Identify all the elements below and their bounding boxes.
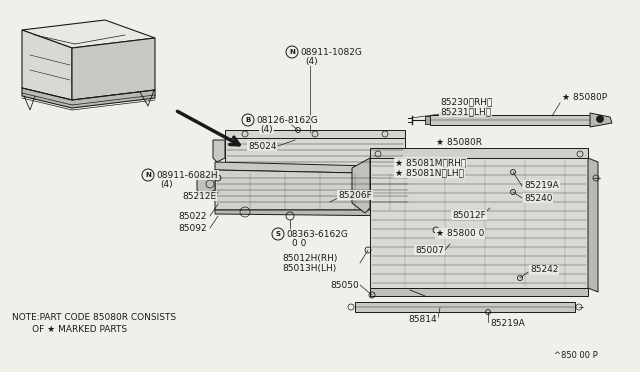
Circle shape	[596, 115, 604, 122]
Text: 85050: 85050	[330, 280, 359, 289]
Text: (4): (4)	[160, 180, 173, 189]
Text: N: N	[145, 172, 151, 178]
Text: ★ 85080R: ★ 85080R	[436, 138, 482, 147]
Polygon shape	[215, 162, 410, 174]
Polygon shape	[215, 170, 410, 210]
Polygon shape	[22, 20, 155, 48]
Polygon shape	[215, 210, 410, 216]
Polygon shape	[430, 115, 590, 125]
Text: 85206F: 85206F	[338, 190, 372, 199]
Text: 85212E: 85212E	[182, 192, 216, 201]
Text: 08363-6162G: 08363-6162G	[286, 230, 348, 238]
Text: 85231〈LH〉: 85231〈LH〉	[440, 108, 491, 116]
Text: 85013H(LH): 85013H(LH)	[282, 263, 336, 273]
Text: 08911-6082H: 08911-6082H	[156, 170, 218, 180]
Polygon shape	[72, 38, 155, 100]
Text: 85024: 85024	[248, 141, 276, 151]
Text: 85012F: 85012F	[452, 211, 486, 219]
Polygon shape	[370, 288, 588, 296]
Text: 85092: 85092	[178, 224, 207, 232]
Text: NOTE:PART CODE 85080R CONSISTS: NOTE:PART CODE 85080R CONSISTS	[12, 313, 176, 322]
Text: S: S	[275, 231, 280, 237]
Polygon shape	[225, 130, 405, 138]
Text: 08911-1082G: 08911-1082G	[300, 48, 362, 57]
Text: 08126-8162G: 08126-8162G	[256, 115, 317, 125]
Text: 85814: 85814	[408, 315, 436, 324]
Polygon shape	[370, 158, 588, 288]
Text: ★ 85080P: ★ 85080P	[562, 93, 607, 102]
Polygon shape	[352, 158, 370, 213]
Text: 85022: 85022	[178, 212, 207, 221]
Text: OF ★ MARKED PARTS: OF ★ MARKED PARTS	[12, 325, 127, 334]
Polygon shape	[425, 116, 430, 124]
Text: 85007: 85007	[415, 246, 444, 254]
Polygon shape	[370, 148, 588, 158]
Text: 85242: 85242	[530, 266, 558, 275]
Text: ★ 85800 0: ★ 85800 0	[436, 229, 484, 238]
Polygon shape	[355, 302, 575, 312]
Polygon shape	[22, 88, 155, 108]
Polygon shape	[22, 30, 72, 100]
Text: 85240: 85240	[524, 193, 552, 202]
Text: ★ 85081N〈LH〉: ★ 85081N〈LH〉	[395, 168, 464, 177]
Polygon shape	[588, 158, 598, 292]
Text: 0 0: 0 0	[292, 238, 307, 247]
Text: B: B	[245, 117, 251, 123]
Polygon shape	[590, 113, 612, 127]
Text: 85012H(RH): 85012H(RH)	[282, 253, 337, 263]
Text: (4): (4)	[305, 57, 317, 65]
Text: N: N	[289, 49, 295, 55]
Polygon shape	[197, 176, 215, 196]
Text: ★ 85081M〈RH〉: ★ 85081M〈RH〉	[395, 158, 467, 167]
Text: (4): (4)	[260, 125, 273, 134]
Text: 85230〈RH〉: 85230〈RH〉	[440, 97, 492, 106]
Polygon shape	[225, 138, 405, 168]
Text: ^850 00 P: ^850 00 P	[554, 351, 598, 360]
Text: 85219A: 85219A	[490, 318, 525, 327]
Polygon shape	[213, 140, 225, 162]
Text: 85219A: 85219A	[524, 180, 559, 189]
